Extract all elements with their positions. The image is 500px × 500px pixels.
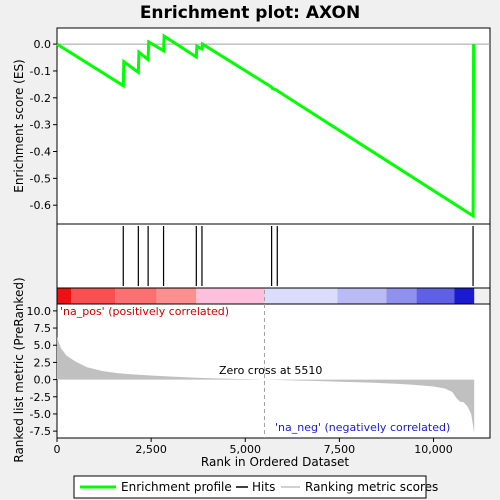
color-bar-segment — [156, 288, 197, 304]
es-y-tick-label: -0.1 — [30, 65, 51, 78]
rank-y-tick-label: 0.0 — [34, 374, 52, 387]
hits-panel — [56, 223, 491, 289]
rank-y-tick-label: -5.0 — [30, 408, 51, 421]
es-y-tick-label: 0.0 — [34, 38, 52, 51]
x-tick-label: 7,500 — [324, 443, 356, 456]
es-y-tick-label: -0.6 — [30, 199, 51, 212]
rank-y-ticks: 10.0 7.5 5.0 2.5 0.0 -2.5 -5.0 -7.5 — [27, 305, 57, 438]
rank-y-tick-label: 5.0 — [34, 339, 52, 352]
x-tick-label: 5,000 — [230, 443, 262, 456]
color-bar-segment — [454, 288, 475, 304]
rank-y-tick-label: 7.5 — [34, 322, 52, 335]
ranking-panel: 10.0 7.5 5.0 2.5 0.0 -2.5 -5.0 -7.5 'na_pos' (p… — [27, 290, 491, 439]
es-y-tick-label: -0.3 — [30, 119, 51, 132]
rank-y-tick-label: -2.5 — [30, 391, 51, 404]
es-y-tick-label: -0.4 — [30, 146, 51, 159]
rank-y-tick-label: 10.0 — [27, 305, 52, 318]
hit-lines — [122, 226, 474, 286]
rank-y-axis-label: Ranked list metric (PreRanked) — [12, 277, 26, 462]
color-bar-segment — [57, 288, 72, 304]
color-bar-segment — [71, 288, 116, 304]
color-bar-segment — [115, 288, 157, 304]
rank-y-tick-label: 2.5 — [34, 356, 52, 369]
color-bar-segment — [386, 288, 417, 304]
es-y-ticks: 0.0 -0.1 -0.2 -0.3 -0.4 -0.5 -0.6 — [30, 38, 57, 212]
es-y-tick-label: -0.5 — [30, 172, 51, 185]
legend: Enrichment profile Hits Ranking metric s… — [73, 475, 438, 499]
es-y-axis-label: Enrichment score (ES) — [12, 59, 26, 192]
color-bar-segment — [337, 288, 387, 304]
rank-color-bar — [56, 287, 491, 305]
es-panel: 0.0 -0.1 -0.2 -0.3 -0.4 -0.5 -0.6 — [30, 27, 491, 225]
legend-ranking-metric-scores: Ranking metric scores — [305, 480, 438, 494]
color-bar-segment — [196, 288, 265, 304]
enrichment-profile-line — [56, 33, 476, 219]
color-bar-segment — [264, 288, 338, 304]
positive-correlation-label: 'na_pos' (positively correlated) — [60, 305, 229, 318]
x-tick-label: 0 — [54, 443, 61, 456]
negative-correlation-label: 'na_neg' (negatively correlated) — [275, 421, 450, 434]
legend-enrichment-profile: Enrichment profile — [121, 480, 232, 494]
chart-title: Enrichment plot: AXON — [140, 3, 360, 23]
legend-hits: Hits — [252, 480, 275, 494]
rank-y-tick-label: -7.5 — [30, 425, 51, 438]
x-tick-label: 10,000 — [414, 443, 453, 456]
es-y-tick-label: -0.2 — [30, 92, 51, 105]
x-axis-label: Rank in Ordered Dataset — [201, 455, 349, 469]
color-bar-segment — [416, 288, 455, 304]
x-axis-ticks: 0 2,500 5,000 7,500 10,000 — [54, 438, 453, 456]
x-tick-label: 2,500 — [135, 443, 167, 456]
zero-cross-label: Zero cross at 5510 — [219, 364, 322, 377]
